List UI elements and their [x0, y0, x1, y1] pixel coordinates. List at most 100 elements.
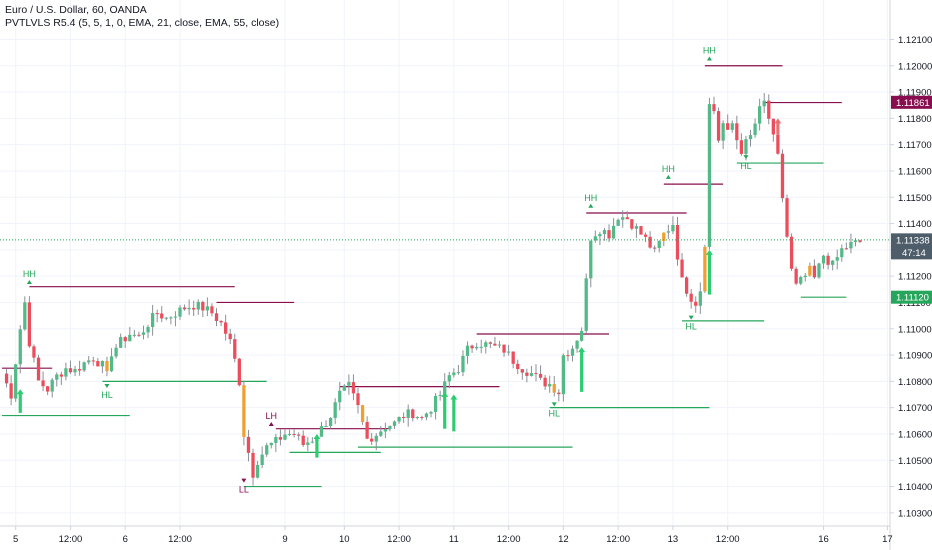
signal-label: HH	[662, 164, 675, 174]
price-axis[interactable]: 1.12100 1.12000 1.11900 1.11800 1.11700 1.116…	[889, 0, 932, 550]
time-tick-label: 12:00	[716, 534, 740, 545]
candle-body	[680, 259, 684, 278]
candle-body	[762, 100, 766, 107]
candle-body	[831, 260, 835, 265]
candle-body	[534, 373, 538, 375]
current-price-badge: 1.11338	[896, 235, 930, 246]
candle-body	[342, 385, 346, 391]
candle-body	[561, 355, 566, 395]
candle-body	[169, 317, 173, 319]
candle-body	[397, 416, 401, 422]
candle-body	[210, 306, 214, 314]
candle-body	[675, 225, 680, 260]
price-tick-label: 1.11900	[898, 88, 932, 99]
candles	[4, 93, 862, 486]
arrow-shaft	[707, 253, 712, 295]
candle-body	[242, 385, 246, 437]
time-axis[interactable]: 5 12:00 6 12:00 9 10 12:00 11 12:00 12 12:00 13 12:0…	[0, 525, 893, 545]
candle-body	[648, 236, 652, 248]
candle-body	[662, 232, 666, 241]
candle-body	[365, 421, 369, 439]
arrow-head	[578, 347, 586, 353]
chart-legend: Euro / U.S. Dollar, 60, OANDA PVTLVLS R5…	[5, 4, 279, 30]
candle-body	[178, 307, 182, 317]
candle-body	[219, 321, 223, 323]
signal-label: HL	[101, 390, 113, 400]
candle-body	[780, 153, 785, 199]
candle-body	[808, 265, 812, 276]
candle-body	[141, 332, 146, 335]
candle-body	[301, 435, 305, 445]
candle-body	[812, 265, 817, 278]
arrow-shaft	[776, 122, 780, 135]
candle-body	[27, 302, 32, 347]
candle-body	[516, 363, 520, 370]
price-tick-label: 1.11700	[898, 140, 932, 151]
candle-body	[246, 436, 251, 453]
candle-body	[598, 234, 602, 237]
price-tick-label: 1.11400	[898, 219, 932, 230]
candle-body	[443, 381, 447, 395]
arrow-shaft	[315, 437, 319, 458]
candle-body	[853, 240, 858, 242]
candle-body	[251, 452, 255, 478]
candle-body	[456, 372, 461, 374]
candle-body	[424, 413, 429, 418]
candle-body	[201, 301, 205, 311]
price-tick-label: 1.11500	[898, 193, 932, 204]
candle-body	[4, 373, 9, 384]
candle-body	[351, 382, 356, 394]
candle-body	[461, 355, 465, 373]
candle-body	[465, 345, 470, 356]
candle-body	[137, 334, 141, 336]
candle-body	[470, 345, 474, 349]
candle-body	[767, 100, 771, 119]
signal-marker	[268, 422, 274, 427]
candle-body	[41, 380, 45, 387]
time-tick-label: 13	[668, 534, 679, 545]
candle-body	[858, 240, 862, 242]
arrow-head	[16, 389, 24, 395]
candle-body	[735, 123, 739, 141]
candle-body	[278, 437, 283, 440]
signal-marker	[26, 280, 32, 285]
signal-marker	[551, 402, 557, 407]
time-tick-label: 11	[449, 534, 459, 545]
arrow-shaft	[580, 351, 584, 392]
candle-body	[625, 217, 629, 220]
price-tick-label: 1.11000	[898, 324, 932, 335]
candle-body	[488, 342, 493, 344]
candle-body	[333, 402, 337, 418]
price-badge: 1.11861	[896, 98, 930, 109]
candle-body	[59, 374, 63, 377]
candle-body	[87, 360, 91, 363]
candle-body	[497, 344, 502, 346]
signal-marker	[665, 174, 671, 179]
candle-body	[671, 225, 675, 232]
candle-body	[429, 411, 433, 414]
candle-body	[223, 322, 228, 334]
candle-body	[849, 241, 853, 249]
signal-marker	[688, 315, 694, 320]
candle-body	[520, 369, 524, 373]
price-tick-label: 1.12000	[898, 61, 932, 72]
candle-body	[228, 333, 232, 340]
candle-body	[753, 123, 757, 136]
candle-body	[771, 118, 775, 135]
candle-body	[840, 248, 844, 258]
candle-body	[707, 104, 712, 247]
arrow-shaft	[452, 398, 456, 432]
candle-body	[506, 351, 511, 353]
price-badge-bg	[891, 290, 932, 304]
candle-body	[64, 368, 68, 377]
arrow-head	[313, 433, 321, 439]
candle-body	[703, 246, 707, 292]
signal-label: HL	[548, 408, 560, 418]
candle-body	[575, 340, 579, 349]
candle-body	[835, 257, 839, 261]
candle-body	[726, 123, 730, 130]
arrow-head	[705, 249, 713, 255]
signal-marker	[241, 478, 247, 483]
candle-body	[657, 240, 661, 248]
